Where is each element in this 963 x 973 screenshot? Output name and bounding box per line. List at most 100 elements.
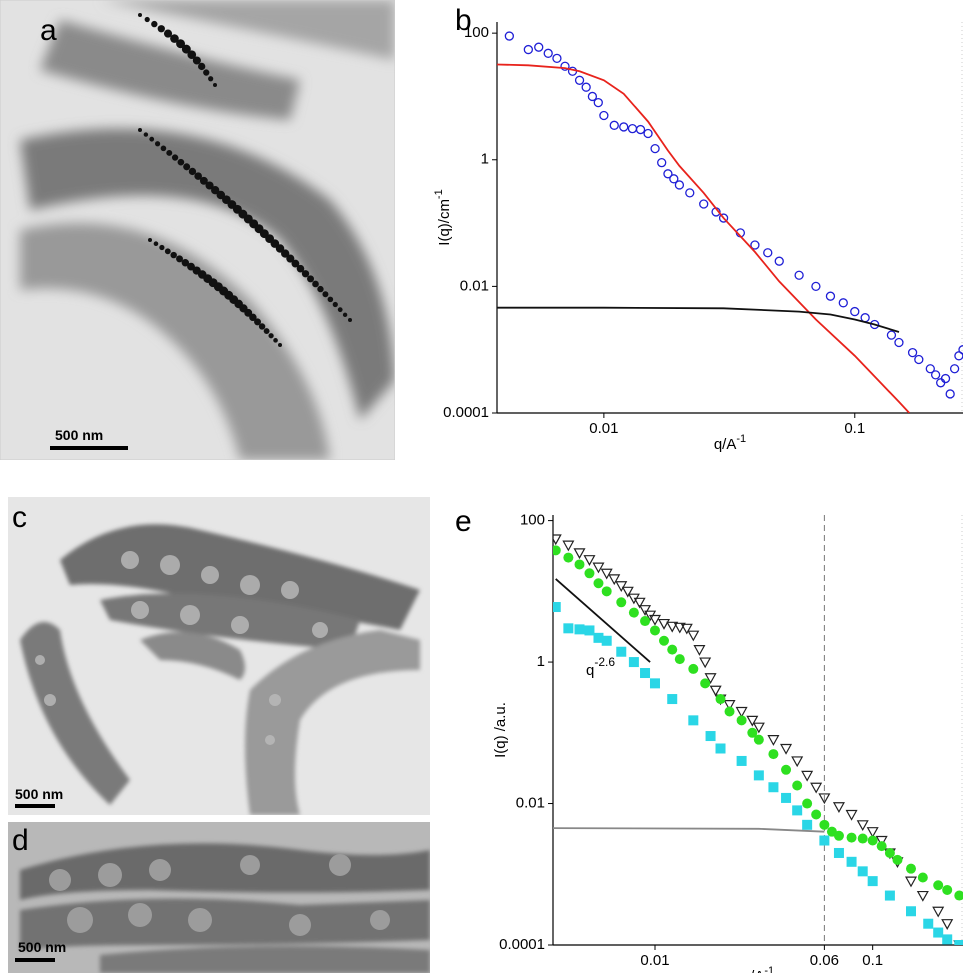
magnetosome — [181, 259, 190, 267]
data-point — [616, 646, 627, 657]
data-point — [633, 597, 646, 609]
data-point — [945, 389, 955, 399]
data-point — [958, 345, 963, 355]
data-point — [832, 802, 845, 814]
data-point — [866, 827, 879, 838]
data-point — [936, 378, 946, 388]
data-point — [735, 706, 748, 718]
magnetosome — [286, 254, 295, 263]
magnetosome — [348, 318, 352, 322]
annotation-sup: -2.6 — [594, 655, 615, 669]
data-point — [747, 727, 758, 738]
plot-area — [553, 534, 963, 945]
data-point — [619, 122, 629, 132]
data-point — [674, 180, 685, 190]
x-tick-label: 0.06 — [810, 952, 839, 969]
data-point — [616, 597, 627, 608]
data-point — [552, 53, 562, 63]
data-point — [657, 618, 671, 630]
data-point — [894, 337, 904, 348]
panel-label: a — [40, 14, 57, 47]
data-point — [819, 835, 830, 846]
data-point — [949, 364, 960, 374]
data-point — [523, 44, 533, 55]
y-axis-label: I(q)/cm-1 — [433, 189, 453, 245]
data-point — [667, 644, 678, 655]
data-point — [916, 890, 929, 902]
data-point — [700, 678, 711, 689]
data-point — [753, 770, 764, 781]
data-point — [715, 743, 726, 754]
magnetosome — [183, 163, 191, 171]
data-point — [954, 890, 963, 901]
data-point — [560, 61, 570, 71]
data-point — [687, 630, 700, 642]
micrograph-a — [0, 0, 395, 460]
y-axis-label: I(q) /a.u. — [492, 702, 509, 758]
data-point — [801, 770, 814, 782]
magnetosome — [149, 136, 155, 142]
data-point — [850, 306, 860, 317]
magnetosome — [148, 238, 152, 242]
data-point — [627, 124, 638, 134]
data-point — [615, 581, 628, 592]
y-tick-label: 100 — [464, 24, 489, 41]
magnetosome — [160, 145, 167, 152]
data-point — [768, 749, 779, 760]
magnetosome — [244, 308, 253, 317]
magnetosome — [268, 333, 274, 339]
magnetosome — [163, 29, 173, 38]
x-axis-label-text: q/A — [714, 436, 737, 453]
data-point — [907, 347, 918, 358]
data-point — [923, 918, 934, 929]
y-tick-label: 1 — [537, 653, 545, 670]
magnetosome — [301, 270, 310, 278]
data-point — [867, 835, 878, 846]
data-point — [932, 906, 945, 918]
magnetosome — [258, 323, 266, 330]
data-point — [781, 764, 792, 775]
data-point — [609, 120, 619, 130]
magnetosome — [199, 176, 208, 185]
magnetosome — [208, 76, 214, 82]
panel-label: e — [455, 505, 472, 538]
micrograph-d — [8, 822, 430, 973]
magnetosome — [154, 141, 161, 147]
data-point — [845, 809, 858, 821]
magnetosome — [327, 296, 334, 303]
data-point — [640, 616, 651, 627]
magnetosome — [143, 132, 149, 137]
y-tick-label: 1 — [481, 151, 489, 168]
scale-bar-label: 500 nm — [15, 786, 63, 802]
magnetosome — [342, 312, 348, 318]
data-point — [658, 635, 669, 646]
fit-line — [555, 578, 651, 663]
magnetosome — [138, 13, 142, 17]
x-tick-label: 0.1 — [844, 420, 865, 437]
data-point — [763, 248, 773, 258]
magnetosome — [138, 128, 142, 132]
magnetosome — [171, 154, 179, 161]
data-point — [925, 364, 935, 374]
magnetosome — [275, 244, 285, 253]
data-point — [693, 645, 706, 656]
data-point — [954, 940, 963, 945]
magnetosome — [254, 318, 261, 326]
magnetosome — [281, 249, 290, 258]
magnetosome — [157, 25, 165, 33]
magnetosome — [194, 172, 202, 180]
scale-bar-label: 500 nm — [18, 939, 66, 955]
data-point — [941, 919, 954, 930]
data-point — [794, 270, 804, 280]
data-point — [876, 841, 887, 852]
x-axis-label-sup: -1 — [736, 433, 746, 445]
data-point — [724, 706, 735, 717]
data-point — [869, 319, 880, 330]
data-point — [680, 623, 693, 635]
data-point — [534, 42, 544, 52]
data-point — [628, 657, 639, 668]
data-point — [685, 188, 695, 198]
data-point — [574, 75, 585, 85]
data-point — [593, 632, 604, 643]
data-point — [628, 607, 639, 618]
